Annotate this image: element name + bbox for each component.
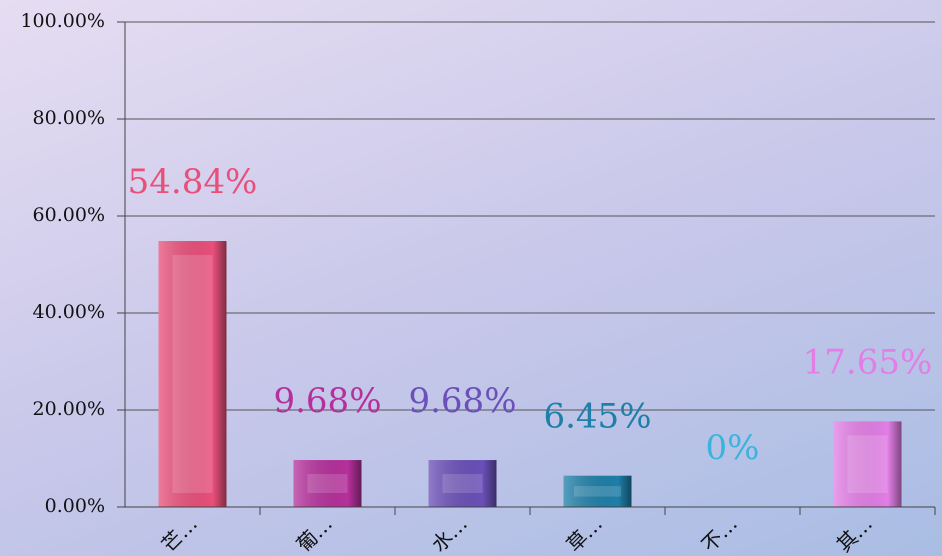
value-label: 9.68% bbox=[273, 381, 381, 421]
y-tick-label: 100.00% bbox=[20, 10, 105, 32]
y-tick-label: 60.00% bbox=[33, 204, 105, 226]
x-tick-label: 草… bbox=[562, 511, 607, 556]
value-label: 54.84% bbox=[128, 162, 258, 202]
bar-shade bbox=[428, 460, 497, 507]
bar-shade bbox=[563, 475, 632, 507]
bar-face bbox=[172, 255, 213, 493]
x-tick-label: 其… bbox=[832, 511, 877, 556]
y-tick-label: 20.00% bbox=[33, 398, 105, 420]
bar-face bbox=[847, 435, 888, 493]
x-tick-label: 水… bbox=[427, 511, 472, 556]
value-label: 0% bbox=[706, 428, 760, 468]
bar-shade bbox=[293, 460, 362, 507]
y-tick-label: 40.00% bbox=[33, 301, 105, 323]
value-label: 17.65% bbox=[803, 342, 933, 382]
bar-face bbox=[307, 474, 348, 493]
x-tick-label: 芒… bbox=[157, 511, 202, 556]
bar-shade bbox=[833, 421, 902, 507]
bar-shade bbox=[158, 241, 227, 507]
value-label: 9.68% bbox=[408, 381, 516, 421]
y-tick-label: 0.00% bbox=[45, 495, 105, 517]
x-tick-label: 葡… bbox=[292, 511, 337, 556]
x-tick-label: 不… bbox=[697, 511, 742, 556]
y-tick-label: 80.00% bbox=[33, 107, 105, 129]
value-label: 6.45% bbox=[543, 397, 651, 437]
bar-face bbox=[442, 474, 483, 493]
bar-face bbox=[573, 486, 622, 497]
